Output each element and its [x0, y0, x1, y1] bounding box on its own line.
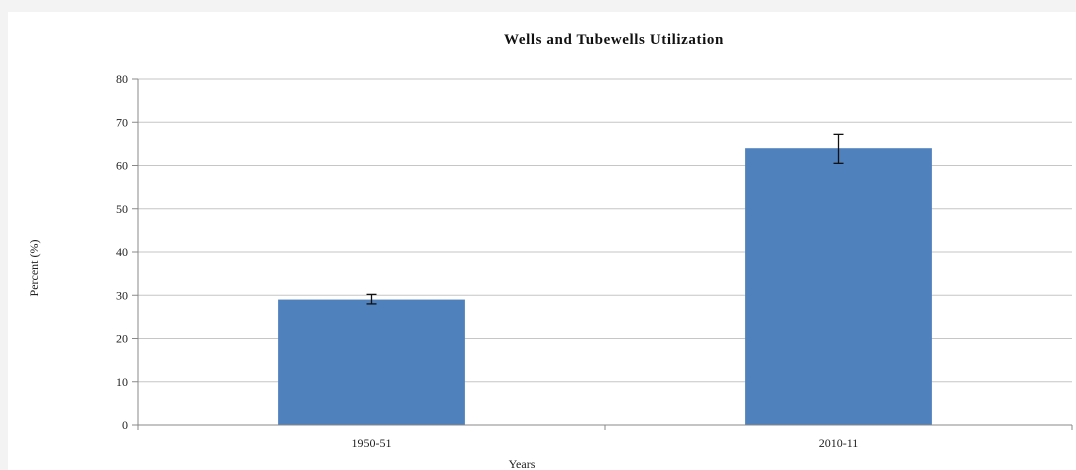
y-tick-label: 70 — [116, 115, 128, 129]
y-tick-label: 80 — [116, 72, 128, 86]
y-axis-ticks: 0 10 20 30 40 50 60 70 80 — [116, 72, 138, 432]
error-bars — [366, 133, 844, 305]
y-tick-label: 50 — [116, 202, 128, 216]
x-axis-ticks: 1950-51 2010-11 — [137, 425, 1073, 450]
x-tick-label: 2010-11 — [819, 436, 859, 450]
bars — [278, 148, 932, 425]
x-axis-title: Years — [509, 457, 536, 470]
y-tick-label: 0 — [122, 418, 128, 432]
y-tick-label: 30 — [116, 288, 128, 302]
y-tick-label: 20 — [116, 332, 128, 346]
chart-frame: Wells and Tubewells Utilization 0 10 20 30 4… — [8, 12, 1076, 470]
y-tick-label: 60 — [116, 159, 128, 173]
y-tick-label: 10 — [116, 375, 128, 389]
chart-title: Wells and Tubewells Utilization — [504, 32, 724, 48]
bar-2010-11 — [745, 148, 932, 425]
x-tick-label: 1950-51 — [352, 436, 392, 450]
bar-chart: Wells and Tubewells Utilization 0 10 20 30 4… — [27, 32, 1073, 470]
bar-1950-51 — [278, 299, 465, 425]
y-axis-title: Percent (%) — [27, 240, 41, 297]
y-tick-label: 40 — [116, 245, 128, 259]
